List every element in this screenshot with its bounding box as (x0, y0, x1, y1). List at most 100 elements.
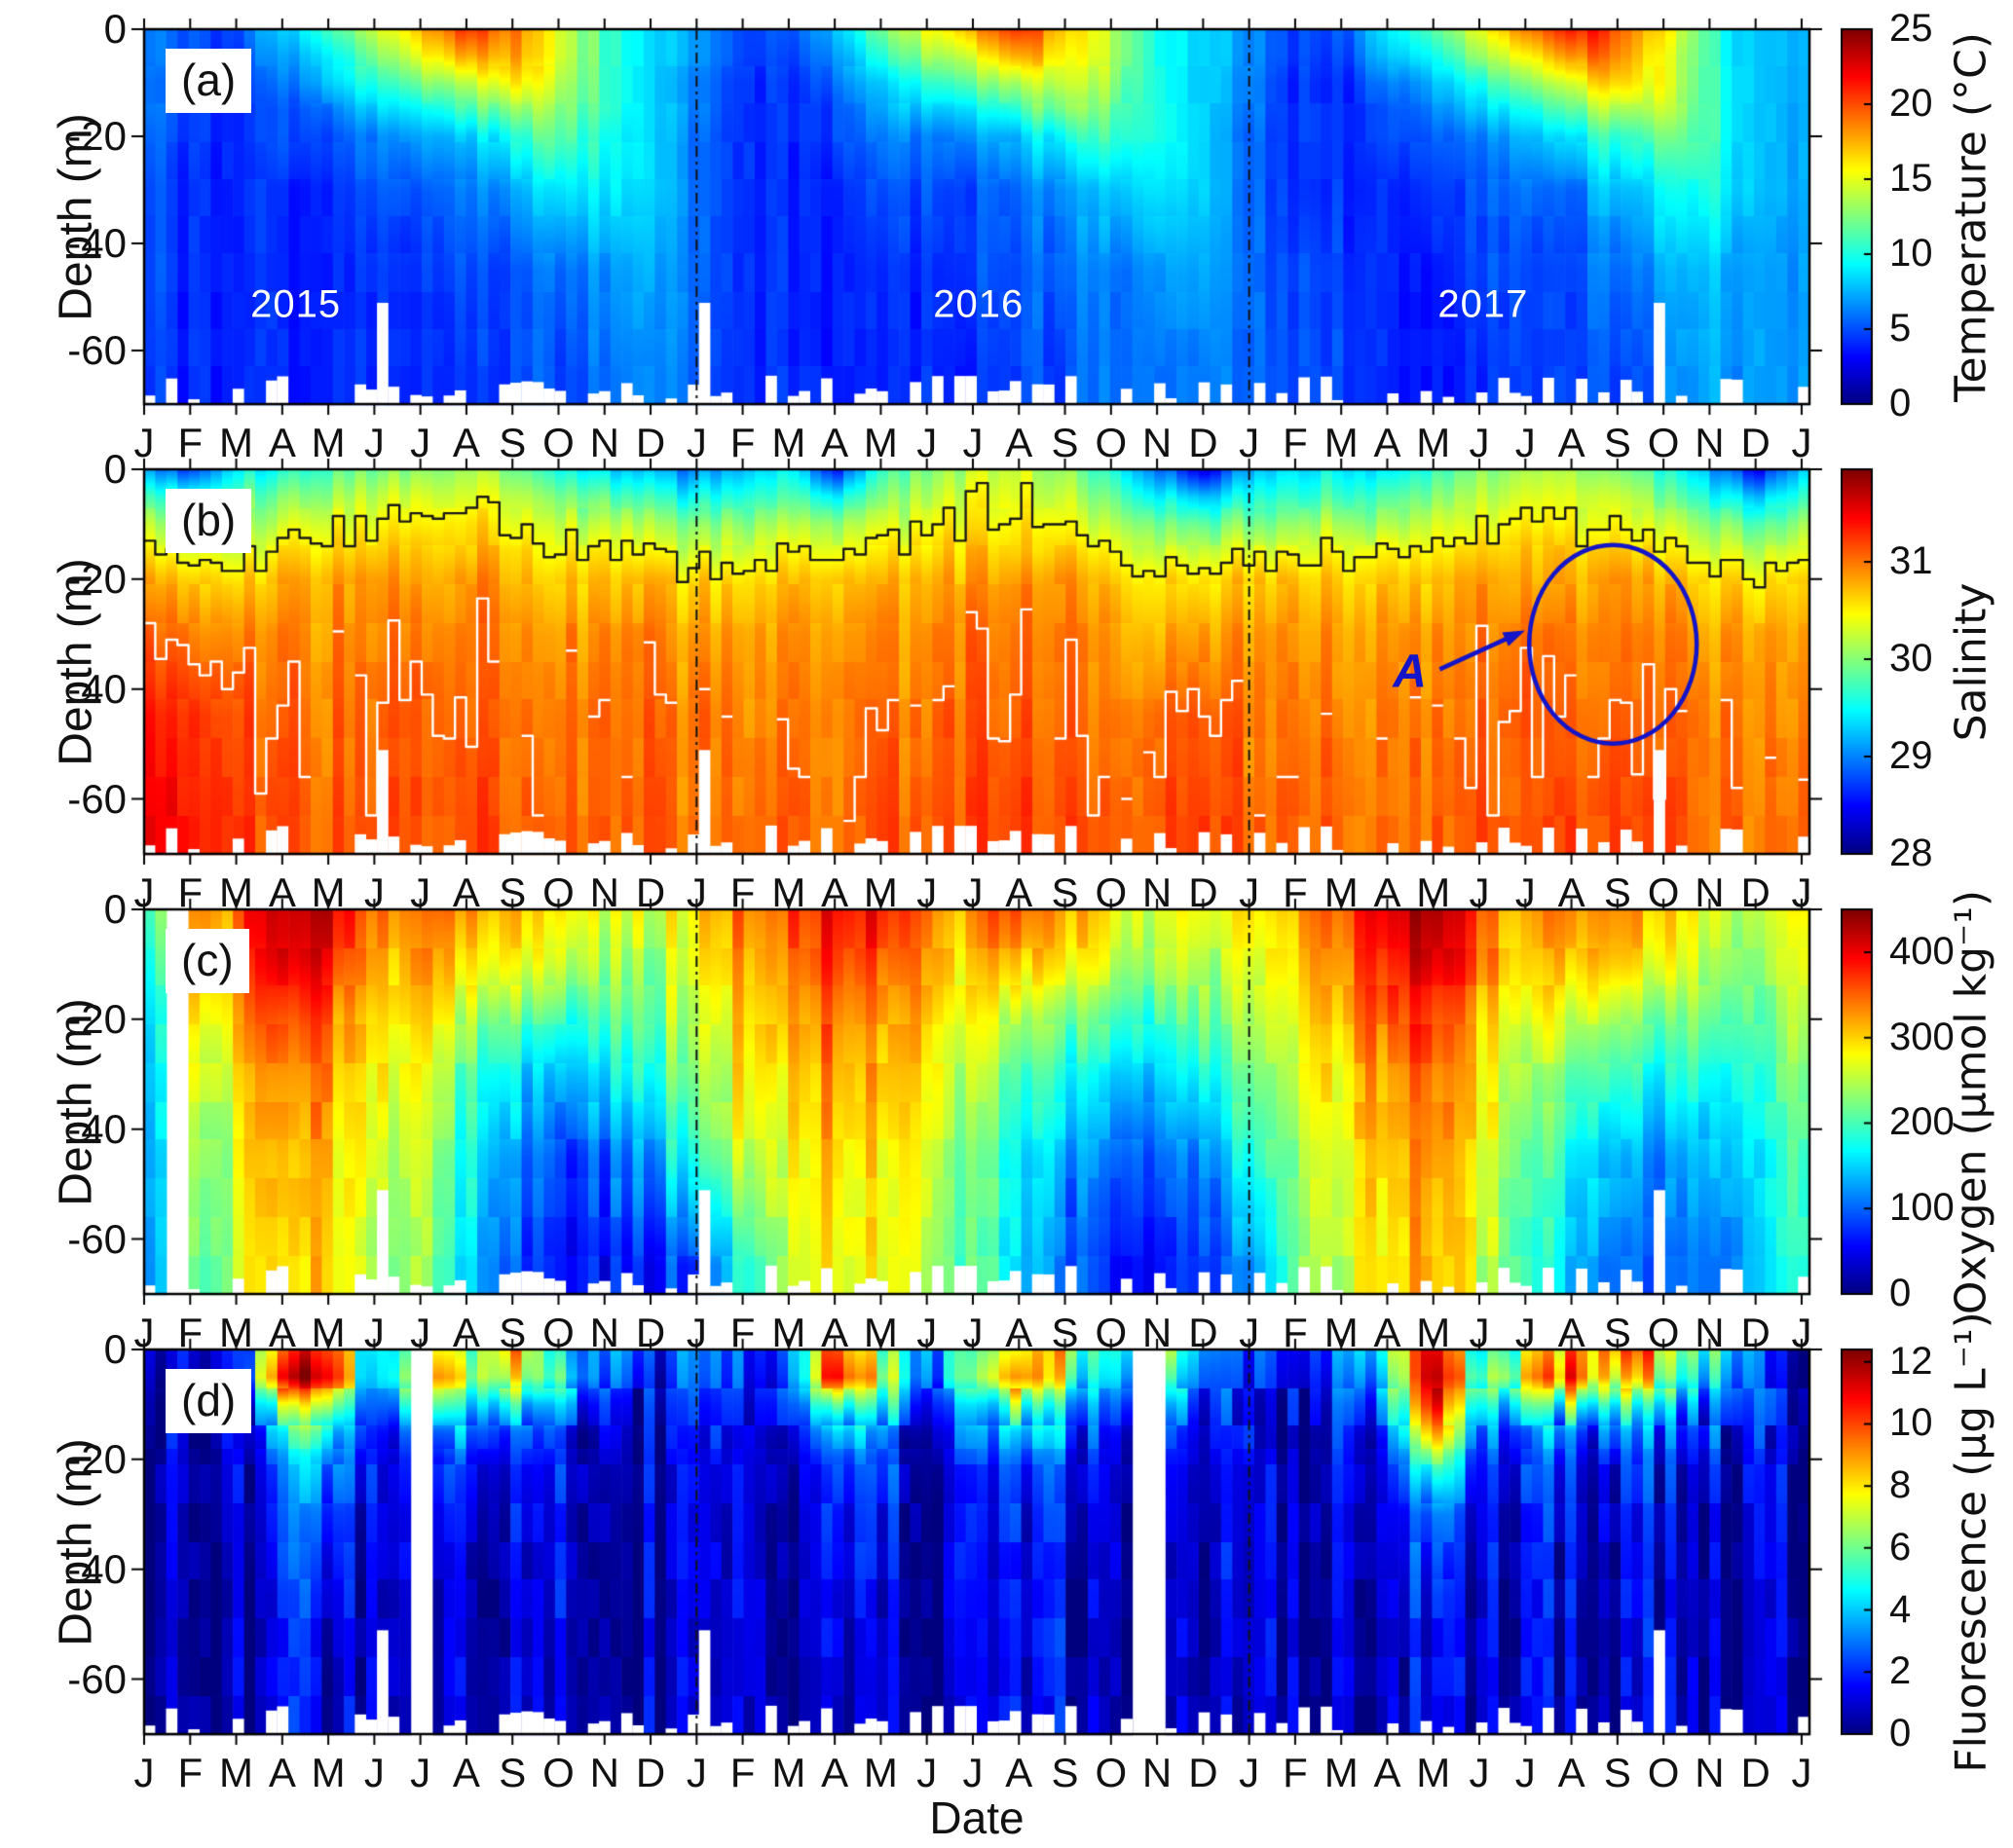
month-tick-label: J (1791, 1750, 1812, 1795)
month-tick-label: M (771, 869, 806, 915)
month-tick-label: F (729, 1750, 756, 1795)
month-tick-label: S (499, 1750, 527, 1795)
month-tick-label: A (1557, 420, 1585, 465)
month-tick-label: O (1647, 1310, 1680, 1355)
month-tick-label: S (1051, 420, 1079, 465)
month-tick-label: A (821, 869, 849, 915)
colorbar-tick-label: 4 (1889, 1587, 1912, 1631)
month-tick-label: M (311, 420, 346, 465)
colorbar-tick-label: 12 (1889, 1339, 1933, 1383)
month-tick-label: A (1373, 869, 1401, 915)
month-tick-label: J (916, 420, 938, 465)
colorbar-tick-label: 29 (1889, 734, 1933, 777)
month-tick-label: A (452, 420, 480, 465)
month-tick-label: M (219, 1750, 254, 1795)
month-tick-label: S (1603, 1310, 1631, 1355)
month-tick-label: M (771, 420, 806, 465)
panel-a-temperature-heatmap (121, 16, 1833, 422)
month-tick-label: J (410, 420, 431, 465)
colorbar-tick-label: 300 (1889, 1015, 1955, 1058)
annotation-A-label: A (1393, 646, 1427, 698)
month-tick-label: D (1188, 1310, 1218, 1355)
month-tick-label: J (363, 1750, 385, 1795)
date-axis-label: Date (929, 1793, 1025, 1843)
month-tick-label: J (133, 420, 155, 465)
month-tick-label: M (1416, 1310, 1451, 1355)
depth-tick-label: -20 (67, 113, 127, 159)
panel-b-salinity-heatmap (121, 456, 1833, 871)
depth-tick-label: -60 (67, 1655, 127, 1702)
month-tick-label: O (1647, 1750, 1680, 1795)
month-tick-label: J (1239, 420, 1260, 465)
month-tick-label: J (916, 869, 938, 915)
colorbar-tick-label: 10 (1889, 232, 1933, 275)
month-tick-label: J (1239, 869, 1260, 915)
month-tick-label: N (1141, 420, 1173, 465)
month-tick-label: D (1188, 420, 1218, 465)
month-tick-label: O (1095, 1310, 1128, 1355)
month-tick-label: M (863, 1310, 898, 1355)
month-tick-label: D (635, 1750, 666, 1795)
month-tick-label: A (1005, 869, 1033, 915)
colorbar-tick-label: 400 (1889, 929, 1955, 973)
month-tick-label: D (1740, 1310, 1771, 1355)
colorbar-title-salinity: Salinity (1946, 582, 1996, 741)
month-tick-label: O (1095, 869, 1128, 915)
depth-tick-label: -20 (67, 1435, 127, 1482)
month-tick-label: J (686, 1310, 707, 1355)
month-tick-label: F (177, 420, 204, 465)
month-tick-label: F (729, 420, 756, 465)
month-tick-label: N (589, 1310, 619, 1355)
depth-tick-label: -40 (67, 1105, 127, 1152)
month-tick-label: J (410, 1750, 431, 1795)
month-tick-label: F (729, 1310, 756, 1355)
month-tick-label: M (1323, 1750, 1359, 1795)
panel-c-oxygen-heatmap (121, 896, 1833, 1312)
month-tick-label: S (499, 1310, 527, 1355)
depth-tick-label: 0 (103, 446, 127, 492)
month-tick-label: D (1188, 1750, 1218, 1795)
month-tick-label: N (1141, 1310, 1173, 1355)
month-tick-label: D (1740, 869, 1771, 915)
month-tick-label: F (1283, 1310, 1308, 1355)
colorbar-title-temperature: Temperature (°C) (1946, 31, 1996, 402)
month-tick-label: A (1373, 1310, 1401, 1355)
month-tick-label: J (363, 420, 385, 465)
month-tick-label: M (863, 420, 898, 465)
colorbar-oxygen (1841, 906, 1887, 1298)
month-tick-label: A (821, 420, 849, 465)
depth-tick-label: 0 (103, 886, 127, 932)
month-tick-label: J (363, 869, 385, 915)
colorbar-tick-label: 200 (1889, 1100, 1955, 1144)
month-tick-label: M (219, 1310, 254, 1355)
month-tick-label: J (133, 1310, 155, 1355)
month-tick-label: J (1469, 420, 1490, 465)
month-tick-label: O (542, 1750, 575, 1795)
month-tick-label: F (1283, 869, 1308, 915)
month-tick-label: A (452, 1310, 480, 1355)
month-tick-label: S (1603, 420, 1631, 465)
year-label-2016: 2016 (933, 282, 1025, 326)
month-tick-label: A (1557, 1750, 1585, 1795)
year-label-2017: 2017 (1437, 282, 1529, 326)
month-tick-label: M (219, 869, 254, 915)
month-tick-label: D (635, 420, 666, 465)
month-tick-label: J (1514, 1750, 1536, 1795)
month-tick-label: J (1514, 420, 1536, 465)
month-tick-label: A (452, 1750, 480, 1795)
month-tick-label: J (916, 1750, 938, 1795)
month-tick-label: D (635, 1310, 666, 1355)
month-tick-label: M (311, 1750, 346, 1795)
colorbar-tick-label: 2 (1889, 1649, 1912, 1693)
month-tick-label: A (1557, 1310, 1585, 1355)
colorbar-tick-label: 20 (1889, 82, 1933, 125)
month-tick-label: J (686, 420, 707, 465)
month-tick-label: J (1514, 1310, 1536, 1355)
month-tick-label: J (1239, 1310, 1260, 1355)
month-tick-label: S (1603, 1750, 1631, 1795)
month-tick-label: D (1188, 869, 1218, 915)
colorbar-tick-label: 28 (1889, 832, 1933, 874)
month-tick-label: M (1323, 869, 1359, 915)
month-tick-label: M (771, 1750, 806, 1795)
year-label-2015: 2015 (250, 282, 342, 326)
